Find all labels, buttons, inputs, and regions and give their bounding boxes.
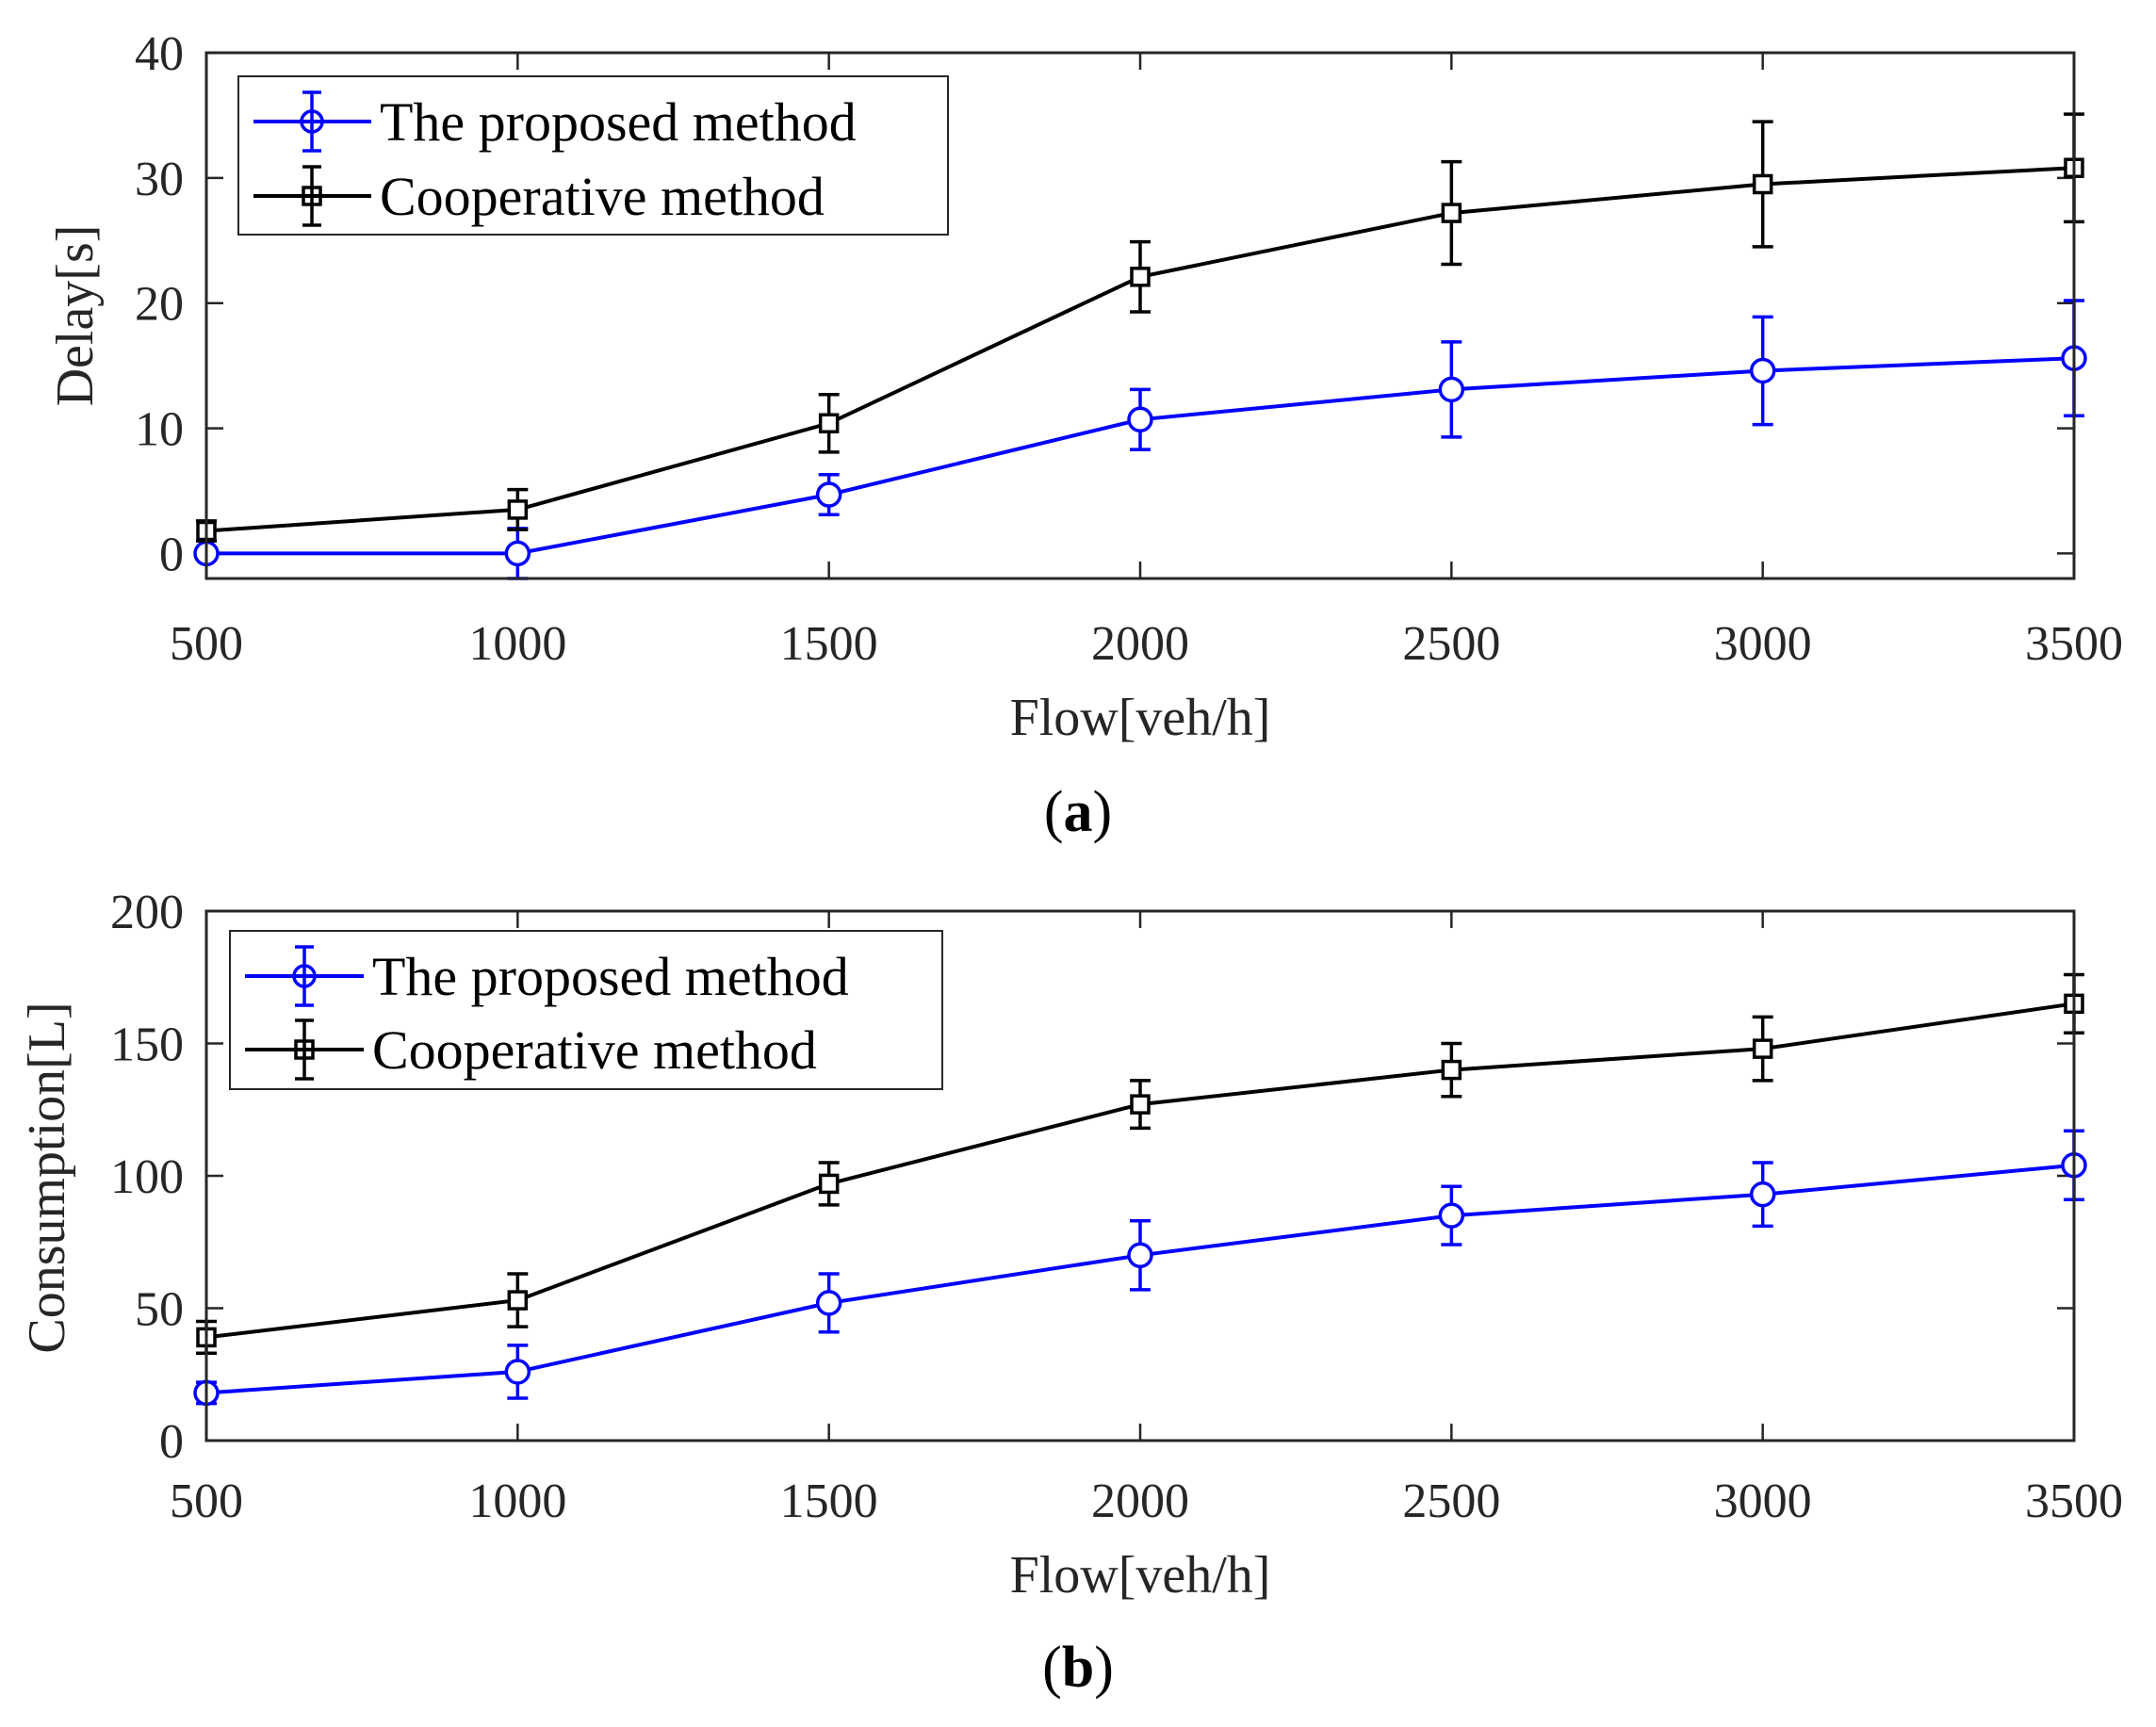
data-point-cooperative [1441,1059,1462,1081]
plot-area-frame [204,909,2076,1442]
data-point-proposed [1127,1242,1153,1269]
y-tick-label: 150 [110,1018,184,1072]
x-tick-label: 1500 [780,1474,878,1528]
y-tick-label: 10 [135,403,184,457]
series-line-proposed [206,356,2075,556]
x-tick-label: 500 [170,1474,243,1528]
x-tick-label: 3000 [1714,1474,1812,1528]
x-tick-label: 1000 [468,617,566,671]
x-axis-title: Flow[veh/h] [1010,689,1271,747]
legend-box [229,930,943,1090]
x-tick-label: 3500 [2025,1474,2123,1528]
x-tick-label: 3000 [1714,617,1812,671]
y-tick-label: 200 [110,886,184,939]
x-tick-label: 2500 [1402,1474,1500,1528]
y-tick-label: 100 [110,1150,184,1204]
legend: The proposed method Cooperative method [237,75,949,236]
legend-key-cooperative [253,165,371,227]
data-point-proposed [1438,376,1465,403]
data-point-proposed [504,1359,531,1385]
series-proposed [193,299,2087,580]
y-tick-label: 30 [135,153,184,206]
data-point-cooperative [1752,173,1773,195]
data-point-proposed [1127,406,1153,433]
data-point-cooperative [507,1290,529,1311]
plot-area-frame [204,51,2076,580]
panel-b-consumption-chart: 500 1000 1500 2000 2500 3000 3500050100150200 … [18,886,2123,1700]
x-axis-title: Flow[veh/h] [1010,1546,1271,1605]
x-tick-label: 2000 [1091,1474,1189,1528]
y-axis-title: Consumption[L] [18,1002,76,1353]
data-point-proposed [504,540,531,567]
legend: The proposed method Cooperative method [229,930,943,1090]
y-tick-label: 50 [135,1283,184,1337]
x-tick-label: 2000 [1091,617,1189,671]
legend-key-proposed [253,90,371,153]
data-point-proposed [815,1290,842,1316]
data-point-cooperative [1441,203,1462,223]
data-point-proposed [1749,357,1776,384]
panel-caption-a: (a) [1044,780,1112,844]
legend-key-proposed [245,945,364,1007]
x-tick-label: 500 [170,617,243,671]
data-point-cooperative [507,499,529,520]
y-tick-label: 0 [159,1415,184,1469]
x-tick-label: 2500 [1402,617,1500,671]
data-point-cooperative [1752,1038,1773,1059]
panel-caption-b: (b) [1042,1636,1114,1700]
data-point-cooperative [818,413,840,434]
panel-a-delay-chart: 500 1000 1500 2000 2500 3000 3500 0 10 20 30 40 Flo… [46,27,2123,844]
legend-label-cooperative: Cooperative method [380,166,825,227]
data-point-cooperative [1130,1094,1151,1115]
data-point-proposed [1749,1181,1776,1208]
y-axis-title: Delay[s] [46,225,105,407]
x-tick-label: 1000 [468,1474,566,1528]
data-point-proposed [1438,1202,1465,1229]
series-proposed [193,1129,2087,1407]
legend-label-proposed: The proposed method [372,946,849,1007]
x-tick-label: 1500 [780,617,878,671]
y-tick-label: 40 [135,27,184,81]
y-tick-label: 20 [135,278,184,332]
series-cooperative [196,972,2084,1356]
legend-label-proposed: The proposed method [380,91,857,153]
data-point-cooperative [1130,267,1151,287]
data-point-cooperative [818,1173,840,1195]
data-point-proposed [815,481,842,508]
legend-box [237,75,949,236]
legend-key-cooperative [245,1018,364,1081]
legend-label-cooperative: Cooperative method [372,1019,817,1081]
y-tick-label: 0 [159,528,184,581]
x-tick-label: 3500 [2025,617,2123,671]
